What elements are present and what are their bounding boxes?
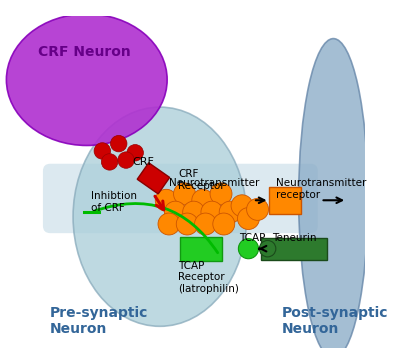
Circle shape [231, 195, 253, 217]
Circle shape [155, 189, 177, 211]
Circle shape [101, 154, 118, 170]
Circle shape [158, 213, 180, 235]
Circle shape [247, 198, 268, 220]
Text: Pre-synaptic
Neuron: Pre-synaptic Neuron [50, 306, 149, 336]
Text: Post-synaptic
Neuron: Post-synaptic Neuron [281, 306, 388, 336]
Bar [180, 237, 222, 261]
Text: Neurotransmitter: Neurotransmitter [169, 178, 259, 188]
Circle shape [210, 183, 232, 205]
Circle shape [192, 189, 214, 211]
Circle shape [118, 152, 134, 168]
Circle shape [213, 213, 235, 235]
Ellipse shape [73, 107, 247, 326]
Circle shape [194, 213, 216, 235]
Text: CRF: CRF [132, 157, 154, 167]
Circle shape [174, 183, 196, 205]
Bar [268, 187, 302, 214]
Circle shape [164, 201, 186, 223]
Text: TCAP
Receptor
(latrophilin): TCAP Receptor (latrophilin) [178, 261, 239, 294]
Circle shape [176, 213, 198, 235]
Ellipse shape [299, 39, 368, 358]
FancyArrowPatch shape [94, 203, 218, 253]
Circle shape [219, 201, 241, 223]
Circle shape [94, 143, 110, 159]
Circle shape [201, 201, 223, 223]
Circle shape [259, 241, 276, 257]
Text: Inhibtion
of CRF: Inhibtion of CRF [91, 191, 137, 213]
Text: CRF Neuron: CRF Neuron [38, 45, 131, 59]
Text: CRF
Receptor: CRF Receptor [178, 169, 225, 191]
Circle shape [127, 145, 143, 161]
Circle shape [238, 207, 259, 229]
Text: TCAP: TCAP [239, 233, 266, 243]
FancyBboxPatch shape [43, 164, 318, 233]
Ellipse shape [6, 14, 167, 146]
Text: Neurotransmitter
receptor: Neurotransmitter receptor [276, 178, 366, 200]
Bar [137, 163, 170, 194]
Circle shape [238, 239, 258, 259]
Circle shape [110, 135, 127, 152]
Text: Teneurin: Teneurin [272, 233, 317, 243]
Bar [261, 238, 327, 260]
Circle shape [183, 201, 204, 223]
